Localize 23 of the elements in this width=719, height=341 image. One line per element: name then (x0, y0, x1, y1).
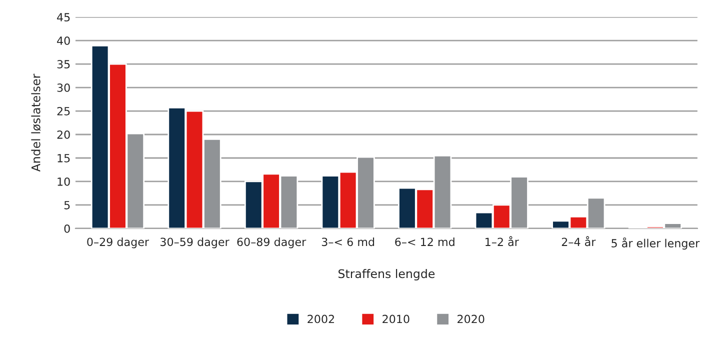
y-tick-label: 40 (57, 36, 70, 45)
y-tick-label: 5 (64, 201, 70, 210)
x-tick-label: 6–< 12 md (395, 238, 454, 246)
y-tick-label: 0 (64, 224, 70, 233)
x-tick-label: 2–4 år (562, 236, 596, 246)
y-tick-label: 25 (57, 106, 70, 116)
x-axis-title: Straffens lengde (338, 269, 435, 280)
legend-label: 2010 (382, 314, 410, 324)
x-tick-label: 1–2 år (486, 236, 519, 246)
x-tick-label: 5 år eller lenger (612, 238, 700, 250)
x-tick-label: 3–< 6 md (322, 238, 374, 246)
y-tick-label: 15 (58, 154, 70, 162)
legend-label: 2002 (308, 314, 334, 324)
y-tick-label: 30 (57, 84, 70, 92)
legend-label: 2020 (458, 314, 484, 324)
y-tick-label: 45 (57, 13, 70, 22)
y-tick-label: 20 (57, 130, 70, 139)
y-tick-label: 10 (58, 177, 70, 186)
y-axis-title: Andel løslatelser (31, 74, 41, 172)
x-tick-label: 0–29 dager (87, 238, 150, 248)
x-tick-label: 60–89 dager (237, 238, 306, 248)
x-tick-label: 30–59 dager (160, 238, 230, 248)
y-tick-label: 35 (57, 60, 70, 68)
